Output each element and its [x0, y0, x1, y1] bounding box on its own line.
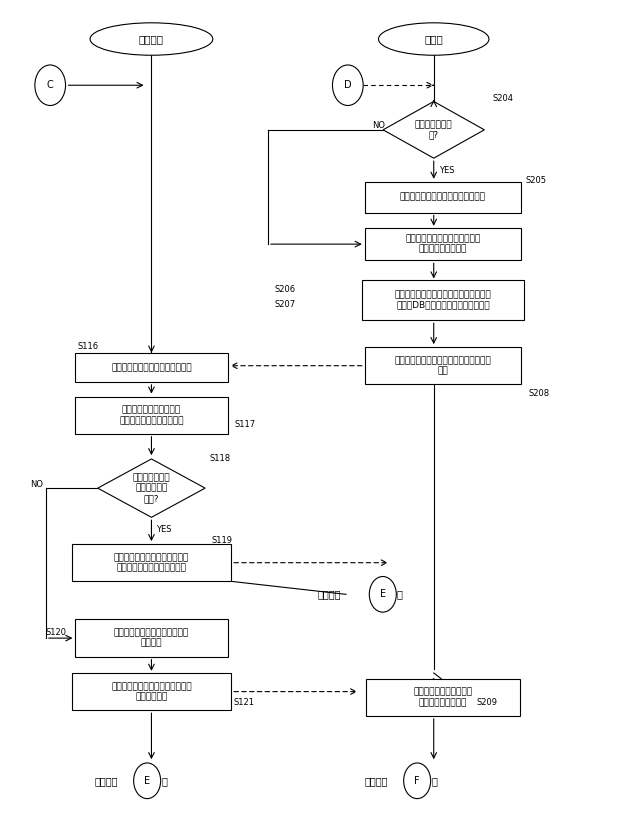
Text: S120: S120	[46, 628, 67, 637]
Text: S119: S119	[211, 536, 233, 545]
Circle shape	[134, 763, 160, 799]
Bar	[366, 679, 519, 716]
Text: YES: YES	[156, 525, 172, 534]
Text: 暫定工事エリアを工事エリアに確定: 暫定工事エリアを工事エリアに確定	[400, 192, 486, 201]
Text: サーバ: サーバ	[424, 34, 443, 44]
Text: NO: NO	[30, 480, 43, 489]
Text: へ: へ	[161, 776, 167, 785]
Text: F: F	[414, 776, 420, 785]
Bar	[364, 228, 521, 260]
Ellipse shape	[379, 23, 489, 55]
Text: 訂正する「設置先環境」の入力
を受付け: 訂正する「設置先環境」の入力 を受付け	[114, 628, 189, 648]
Polygon shape	[383, 102, 485, 158]
Text: S207: S207	[274, 300, 295, 309]
Text: S117: S117	[234, 419, 256, 428]
Bar	[72, 544, 231, 581]
Text: 図１２の: 図１２の	[317, 590, 341, 600]
Circle shape	[404, 763, 430, 799]
Text: 図１２の: 図１２の	[95, 776, 118, 785]
Text: 端末に、選定した「暫定設置先環境」を
送信: 端末に、選定した「暫定設置先環境」を 送信	[394, 356, 491, 375]
Text: 訂正要求に含まれる工事エリア
を工事エリアに確定: 訂正要求に含まれる工事エリア を工事エリアに確定	[406, 234, 481, 254]
Text: 暫定設置先環境
が正しい旨の
入力?: 暫定設置先環境 が正しい旨の 入力?	[132, 473, 170, 503]
Polygon shape	[98, 459, 205, 518]
Text: S121: S121	[233, 699, 254, 708]
Text: へ: へ	[431, 776, 437, 785]
Text: 「設置先環境承認」又は
「訂正要求」を受信: 「設置先環境承認」又は 「訂正要求」を受信	[414, 688, 473, 707]
Circle shape	[333, 65, 363, 106]
Text: S209: S209	[476, 699, 498, 708]
Circle shape	[369, 577, 396, 612]
Bar	[364, 182, 521, 212]
Text: S205: S205	[526, 176, 547, 185]
Text: S206: S206	[274, 285, 295, 294]
Text: 業者端末: 業者端末	[139, 34, 164, 44]
Circle shape	[35, 65, 65, 106]
Text: D: D	[344, 80, 351, 90]
Text: 表示中の「暫定設置先環
境」の正誤の入力の受付け: 表示中の「暫定設置先環 境」の正誤の入力の受付け	[119, 405, 183, 425]
Text: E: E	[380, 590, 386, 600]
Text: NO: NO	[373, 121, 386, 130]
Text: 図１２の: 図１２の	[365, 776, 389, 785]
Bar	[72, 673, 231, 710]
Bar	[361, 280, 524, 320]
Text: S204: S204	[492, 93, 513, 102]
Text: 「暫定設置先環境」を受信し表示: 「暫定設置先環境」を受信し表示	[111, 363, 192, 372]
Bar	[75, 396, 228, 434]
Text: E: E	[144, 776, 151, 785]
Ellipse shape	[90, 23, 213, 55]
Bar	[364, 347, 521, 384]
Text: S208: S208	[528, 389, 549, 398]
Text: へ: へ	[397, 590, 403, 600]
Text: S116: S116	[78, 342, 99, 351]
Text: 訂正した「設置先環境」を含む訂
正要求を送信: 訂正した「設置先環境」を含む訂 正要求を送信	[111, 682, 192, 701]
Text: 施工現場画像、工事エリア及び設置先環
境判定DBから暫定設置先環境を選定: 施工現場画像、工事エリア及び設置先環 境判定DBから暫定設置先環境を選定	[394, 291, 491, 310]
Text: C: C	[47, 80, 53, 90]
Text: 「暫定設置先環境が正しい旨」
を示す設置先環境承認を送信: 「暫定設置先環境が正しい旨」 を示す設置先環境承認を送信	[114, 553, 189, 572]
Text: S118: S118	[210, 454, 231, 463]
Text: エリア承認を受
信?: エリア承認を受 信?	[415, 120, 453, 139]
Bar	[75, 353, 228, 382]
Bar	[75, 619, 228, 657]
Text: YES: YES	[439, 166, 454, 174]
